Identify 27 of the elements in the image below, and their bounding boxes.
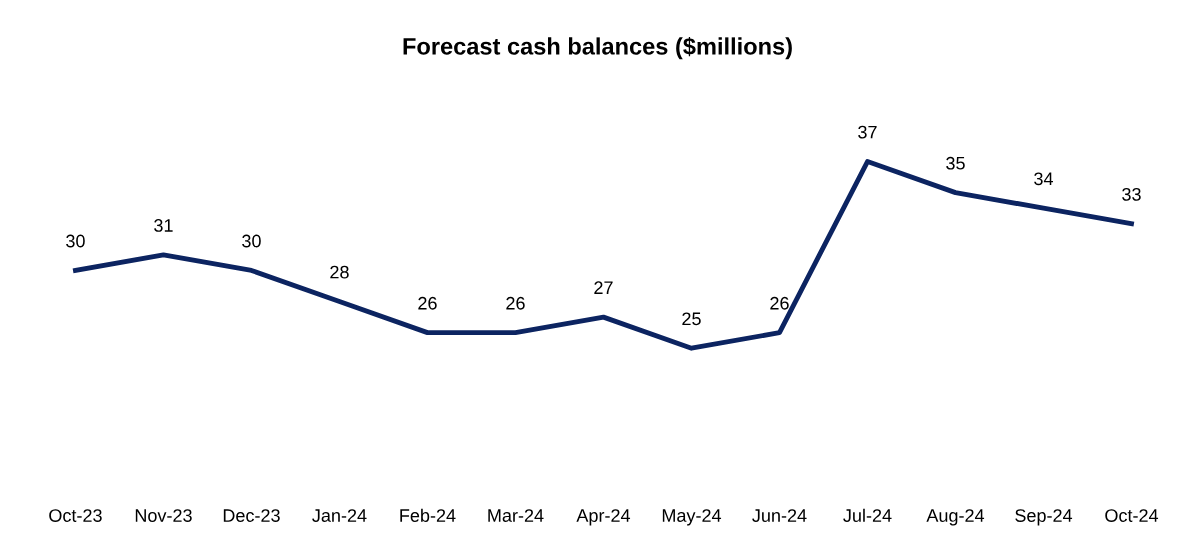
data-label: 25	[682, 312, 701, 326]
x-tick-label: Feb-24	[400, 508, 456, 522]
data-label: 37	[858, 125, 877, 139]
x-tick-label: Jul-24	[843, 508, 892, 522]
data-label: 31	[154, 219, 173, 232]
data-label: 26	[506, 296, 525, 310]
x-tick-label: Jan-24	[312, 509, 367, 522]
x-tick-label: Oct-23	[49, 509, 102, 522]
chart-title: Forecast cash balances ($millions)	[403, 36, 792, 60]
x-tick-label: Jun-24	[752, 509, 807, 522]
data-label: 28	[330, 265, 349, 279]
data-label: 26	[770, 296, 789, 310]
data-label: 26	[418, 296, 437, 310]
data-label: 30	[242, 234, 261, 248]
data-label: 30	[66, 234, 85, 248]
x-tick-label: Apr-24	[576, 509, 631, 526]
x-tick-label: Dec-23	[223, 509, 280, 522]
x-tick-label: Nov-23	[135, 509, 192, 522]
x-tick-label: Oct-24	[1105, 509, 1159, 522]
x-tick-label: Mar-24	[488, 509, 544, 522]
data-label: 27	[594, 281, 613, 294]
x-tick-label: Sep-24	[1015, 509, 1073, 526]
data-label: 34	[1034, 172, 1054, 186]
data-label: 35	[946, 156, 965, 170]
x-tick-label: Aug-24	[926, 509, 985, 526]
x-tick-label: May-24	[662, 509, 722, 526]
data-label: 33	[1122, 187, 1141, 201]
